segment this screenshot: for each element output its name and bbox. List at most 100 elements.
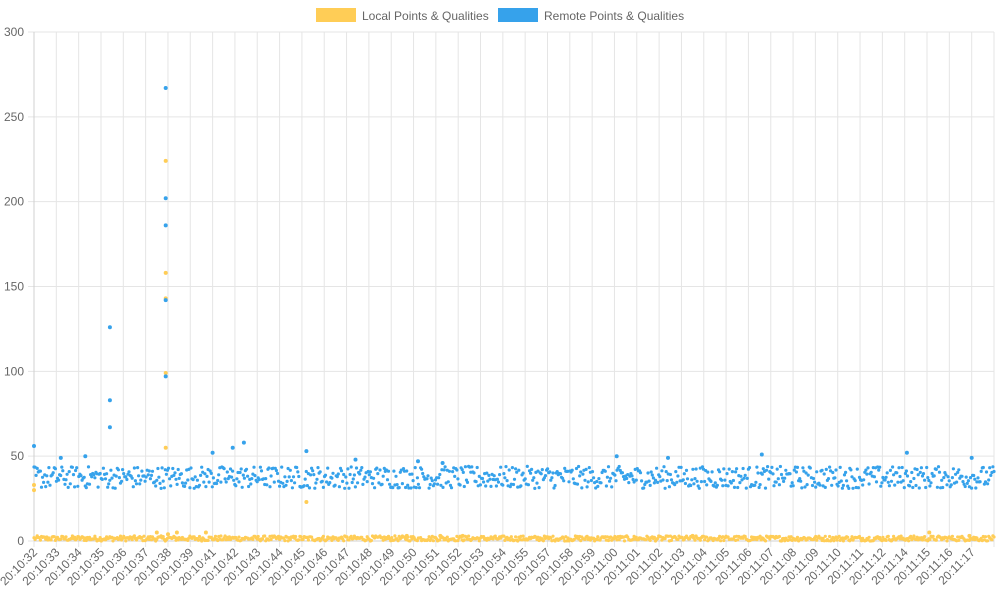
data-point — [944, 473, 948, 477]
data-point — [917, 486, 921, 490]
data-point — [256, 534, 260, 539]
data-point — [251, 537, 255, 542]
data-point-outlier — [304, 500, 309, 504]
data-point — [978, 480, 982, 484]
data-point — [74, 468, 78, 473]
data-point — [449, 486, 454, 490]
data-point — [662, 465, 666, 469]
data-point — [553, 483, 557, 488]
data-point — [422, 475, 426, 479]
data-point — [485, 471, 489, 475]
data-point — [310, 535, 314, 539]
legend-item-remote[interactable]: Remote Points & Qualities — [498, 8, 684, 23]
data-point — [168, 477, 172, 481]
data-point-outlier — [163, 196, 168, 201]
legend-item-local[interactable]: Local Points & Qualities — [316, 8, 489, 23]
data-point — [888, 468, 893, 472]
data-point — [608, 479, 612, 483]
data-point — [343, 486, 347, 490]
data-point — [274, 468, 278, 473]
data-point — [426, 474, 430, 478]
data-point — [961, 480, 965, 484]
data-point — [202, 480, 206, 484]
data-point — [703, 538, 707, 542]
data-point — [795, 535, 800, 540]
data-point — [477, 539, 481, 543]
legend[interactable]: Local Points & Qualities Remote Points &… — [316, 8, 684, 23]
data-point — [294, 534, 298, 539]
data-point — [755, 465, 759, 469]
data-point — [811, 476, 816, 481]
data-point — [222, 467, 226, 471]
data-point — [963, 484, 967, 489]
data-point — [604, 484, 609, 488]
data-point — [313, 486, 317, 490]
data-point — [421, 471, 425, 476]
series-local — [32, 158, 996, 543]
data-point — [864, 468, 868, 472]
data-point — [415, 476, 419, 480]
data-point — [410, 472, 414, 476]
data-point — [344, 475, 348, 479]
data-point — [908, 484, 912, 488]
data-point — [871, 539, 875, 543]
data-point — [592, 476, 596, 480]
data-point — [889, 479, 894, 483]
data-point — [798, 477, 802, 481]
data-point — [345, 535, 349, 539]
data-point — [931, 534, 935, 538]
data-point — [835, 538, 839, 542]
data-point — [117, 476, 121, 480]
data-point — [956, 470, 960, 474]
data-point — [912, 476, 916, 481]
data-point — [63, 482, 67, 486]
data-point — [394, 474, 398, 478]
data-point — [831, 470, 835, 475]
data-point — [986, 539, 990, 543]
series-remote — [32, 86, 996, 490]
data-point — [886, 534, 890, 538]
data-point — [281, 481, 285, 485]
data-point — [158, 481, 162, 485]
data-point — [778, 464, 783, 469]
data-point — [484, 484, 488, 488]
data-point — [928, 537, 932, 542]
y-axis: 0 50 100 150 200 250 300 — [4, 25, 35, 548]
data-point — [349, 534, 353, 538]
data-point — [808, 466, 812, 470]
data-point — [356, 481, 360, 485]
data-point — [507, 468, 511, 472]
data-point — [430, 479, 434, 483]
data-point — [49, 538, 53, 542]
data-point — [763, 486, 768, 490]
data-point — [540, 468, 544, 472]
data-point — [210, 485, 214, 489]
data-point — [463, 465, 467, 469]
data-point — [946, 475, 950, 479]
data-point — [801, 466, 805, 470]
data-point — [335, 475, 339, 479]
data-point — [968, 476, 973, 480]
data-point — [138, 482, 142, 486]
data-point — [891, 465, 895, 469]
data-point — [188, 486, 192, 490]
data-point — [487, 473, 491, 477]
data-point — [75, 466, 79, 470]
data-point — [900, 465, 904, 470]
data-point — [377, 481, 381, 485]
data-point — [176, 467, 180, 472]
data-point — [79, 474, 83, 478]
data-point — [73, 485, 77, 489]
data-point — [64, 535, 68, 539]
data-point — [634, 535, 638, 540]
data-point — [718, 470, 722, 474]
data-point — [867, 482, 871, 486]
data-point — [331, 471, 335, 475]
data-point — [68, 482, 72, 486]
data-point — [146, 473, 150, 477]
data-point — [975, 480, 979, 484]
data-point — [886, 480, 890, 484]
data-point — [652, 481, 657, 485]
data-point — [988, 466, 992, 470]
data-point — [899, 534, 903, 538]
